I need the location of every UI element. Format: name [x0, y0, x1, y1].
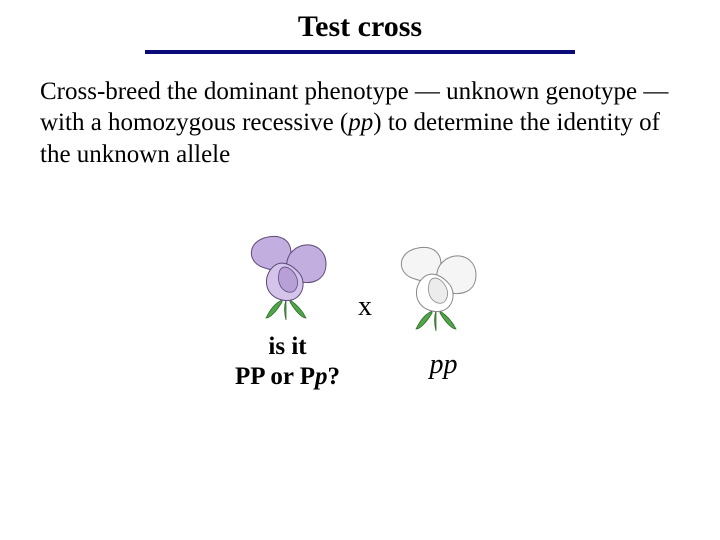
left-caption: is it PP or Pp?: [235, 332, 340, 392]
left-caption-line1: is it: [235, 332, 340, 362]
left-caption-line2: PP or Pp?: [235, 362, 340, 392]
right-flower-block: pp: [390, 241, 485, 381]
white-flower-icon: [390, 241, 485, 331]
cross-diagram: is it PP or Pp? x pp: [0, 230, 720, 392]
purple-flower-icon: [240, 230, 335, 320]
left-flower-block: is it PP or Pp?: [235, 230, 340, 392]
right-genotype: pp: [430, 349, 458, 381]
body-pp: pp: [348, 109, 373, 136]
body-paragraph: Cross-breed the dominant phenotype — unk…: [0, 54, 720, 170]
page-title: Test cross: [0, 0, 720, 44]
cross-symbol: x: [358, 291, 372, 331]
